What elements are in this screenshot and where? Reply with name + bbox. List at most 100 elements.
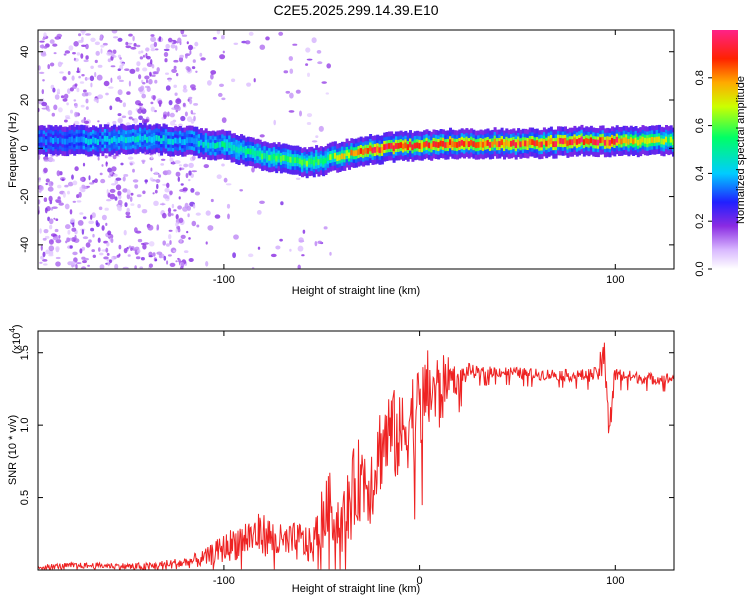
spectrogram-ridge-cell: [324, 157, 328, 164]
spectrogram-noise-cell: [118, 75, 121, 79]
spectrogram-ridge-cell: [589, 137, 593, 144]
spectrogram-noise-cell: [179, 54, 184, 59]
spectrogram-noise-cell: [175, 109, 178, 113]
spectrogram-noise-cell: [62, 98, 68, 102]
spectrogram-noise-cell: [152, 192, 155, 195]
spectrogram-noise-cell: [140, 50, 144, 54]
spectrogram-noise-cell: [297, 264, 301, 269]
spectrogram-noise-cell: [159, 203, 166, 206]
spectrogram-ridge-cell: [139, 134, 142, 141]
spectrogram-noise-cell: [148, 241, 155, 247]
spectrogram-noise-cell: [185, 172, 189, 179]
spectrogram-ridge-cell: [535, 140, 539, 146]
spectrogram-noise-cell: [122, 102, 126, 108]
spectrogram-noise-cell: [210, 70, 217, 75]
spectrogram-noise-cell: [130, 192, 134, 196]
spectrogram-ridge-cell: [200, 139, 203, 146]
spectrogram-noise-cell: [91, 212, 96, 219]
spectrogram-noise-cell: [306, 122, 312, 125]
spectrogram-noise-cell: [115, 177, 122, 181]
spectrogram-noise-cell: [183, 163, 189, 168]
spectrogram-noise-cell: [192, 59, 196, 63]
spectrogram-noise-cell: [186, 41, 189, 45]
spectrogram-ridge-cell: [634, 137, 638, 144]
spectrogram-ridge-cell: [155, 135, 159, 141]
spectrogram-ridge-cell: [171, 139, 175, 145]
spectrogram-ridge-cell: [538, 141, 542, 148]
spectrogram-noise-cell: [128, 245, 132, 249]
spectrogram-noise-cell: [117, 190, 122, 196]
spectrogram-noise-cell: [94, 41, 100, 46]
spectrogram-noise-cell: [54, 228, 59, 233]
spectrogram-noise-cell: [80, 266, 87, 269]
spectrogram-noise-cell: [150, 48, 156, 52]
spectrogram-ridge-cell: [390, 143, 394, 149]
spectrogram-noise-cell: [79, 212, 84, 215]
spectrogram-noise-cell: [44, 235, 50, 239]
colorbar-tick-label: 0.8: [694, 70, 706, 85]
spectrogram-ridge-cell: [542, 139, 546, 145]
spectrogram-ridge-cell: [345, 150, 349, 156]
spectrogram-noise-cell: [146, 79, 148, 84]
spectrogram-ridge-cell: [52, 138, 56, 144]
spectrogram-noise-cell: [105, 92, 109, 96]
spectrogram-noise-cell: [60, 95, 65, 99]
spectrogram-ridge-cell: [451, 141, 455, 147]
spectrogram-noise-cell: [100, 34, 103, 40]
spectrogram-noise-cell: [73, 99, 77, 102]
spectrogram-ridge-cell: [80, 136, 84, 143]
spectrogram-ridge-cell: [333, 152, 337, 159]
spectrogram-noise-cell: [207, 80, 212, 86]
spectrogram-panel: -100 100 -40 -20 0 20 40 Height of straight li…: [7, 29, 675, 297]
spectrogram-noise-cell: [92, 180, 95, 183]
spectrogram-noise-cell: [222, 50, 225, 54]
spectrogram-noise-cell: [317, 61, 323, 65]
spectrogram-ridge-cell: [571, 139, 575, 146]
spectrogram-noise-cell: [205, 210, 211, 216]
spectrogram-noise-cell: [69, 245, 73, 249]
spectrogram-ridge-cell: [594, 139, 598, 146]
spectrogram-noise-cell: [306, 58, 313, 61]
spectrogram-noise-cell: [189, 50, 192, 55]
spectrogram-ridge-cell: [214, 143, 218, 149]
spectrogram-noise-cell: [168, 79, 172, 82]
spectrogram-noise-cell: [39, 228, 42, 234]
spectrogram-noise-cell: [191, 170, 198, 173]
spectrogram-ridge-cell: [343, 153, 347, 160]
spectrogram-noise-cell: [253, 78, 256, 83]
spectrogram-noise-cell: [83, 59, 89, 63]
spectrogram-noise-cell: [164, 187, 170, 193]
spectrogram-noise-cell: [52, 87, 56, 93]
spectrogram-ridge-cell: [282, 155, 286, 161]
spectrogram-noise-cell: [101, 214, 107, 221]
spectrogram-noise-cell: [142, 160, 145, 164]
spectrogram-ridge-cell: [672, 139, 674, 145]
spectrogram-noise-cell: [168, 229, 173, 232]
spectrogram-noise-cell: [57, 61, 63, 68]
spectrogram-noise-cell: [316, 50, 322, 54]
spectrogram-ridge-cell: [545, 140, 549, 147]
spectrogram-noise-cell: [167, 111, 170, 117]
spectrogram-noise-cell: [43, 229, 49, 234]
spectrogram-noise-cell: [117, 113, 122, 117]
spectrogram-noise-cell: [156, 183, 159, 190]
spectrogram-noise-cell: [207, 225, 214, 231]
colorbar-gradient: [712, 30, 738, 269]
spectrogram-noise-cell: [76, 262, 82, 265]
spectrogram-ridge-cell: [385, 143, 389, 150]
spectrogram-y-tick-label: 0: [19, 145, 31, 151]
spectrogram-ridge-cell: [338, 154, 342, 161]
spectrogram-ridge-cell: [552, 141, 556, 148]
spectrogram-noise-cell: [59, 71, 64, 74]
spectrogram-noise-cell: [71, 227, 77, 232]
spectrogram-noise-cell: [149, 71, 152, 77]
spectrogram-ridge-cell: [141, 136, 145, 142]
spectrogram-noise-cell: [219, 54, 226, 60]
spectrogram-noise-cell: [152, 252, 156, 257]
spectrogram-ridge-cell: [303, 158, 307, 165]
snr-y-tick-label: 1.0: [19, 418, 31, 433]
spectrogram-ridge-cell: [446, 142, 450, 148]
spectrogram-noise-cell: [149, 177, 154, 181]
spectrogram-noise-cell: [188, 96, 193, 100]
spectrogram-noise-cell: [141, 93, 146, 99]
